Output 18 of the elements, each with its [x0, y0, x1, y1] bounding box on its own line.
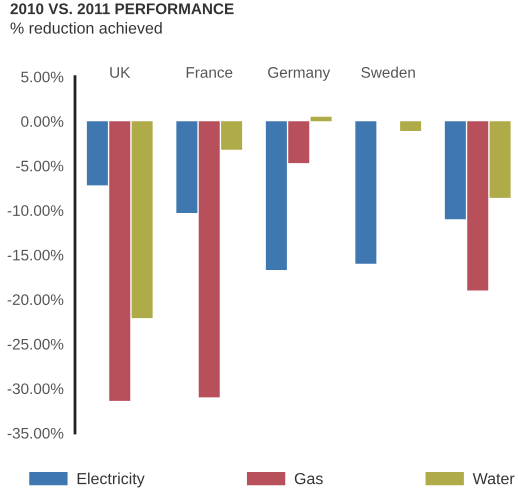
y-tick-label: -20.00% — [8, 294, 64, 306]
x-tick-label: UK — [110, 67, 130, 78]
y-tick-label: 5.00% — [21, 72, 64, 82]
x-tick-label: Germany — [268, 67, 330, 81]
y-tick-label: -10.00% — [8, 205, 64, 216]
y-tick-label: -25.00% — [8, 338, 64, 350]
x-tick-label: France — [186, 67, 232, 78]
chart-subtitle: % reduction achieved — [10, 22, 162, 34]
y-tick-label: -30.00% — [8, 383, 64, 394]
legend-label: Gas — [294, 472, 323, 484]
y-tick-label: -5.00% — [16, 160, 64, 172]
y-tick-label: 0.00% — [21, 116, 64, 127]
y-tick-label: -15.00% — [8, 250, 64, 261]
chart-title: 2010 VS. 2011 PERFORMANCE — [10, 3, 234, 14]
x-tick-label: Sweden — [361, 66, 415, 78]
y-tick-label: -35.00% — [8, 428, 64, 439]
legend-label: Water — [472, 473, 514, 484]
legend-label: Electricity — [78, 472, 145, 488]
